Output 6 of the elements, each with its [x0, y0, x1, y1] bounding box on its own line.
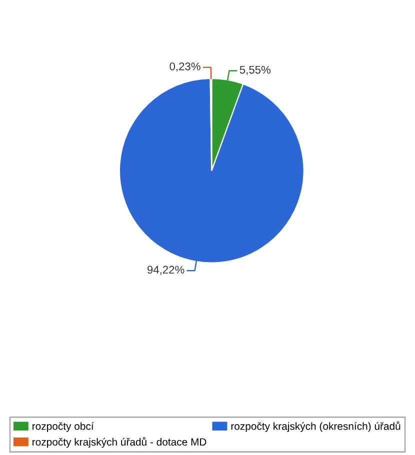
legend-label: rozpočty obcí [32, 422, 94, 432]
data-label: 0,23% [170, 62, 200, 72]
data-label: 5,55% [240, 66, 270, 76]
legend-label: rozpočty krajských úřadů - dotace MD [32, 437, 206, 448]
data-label: 94,22% [147, 266, 184, 275]
legend-label: rozpočty krajských (okresních) úřadů [231, 421, 400, 432]
